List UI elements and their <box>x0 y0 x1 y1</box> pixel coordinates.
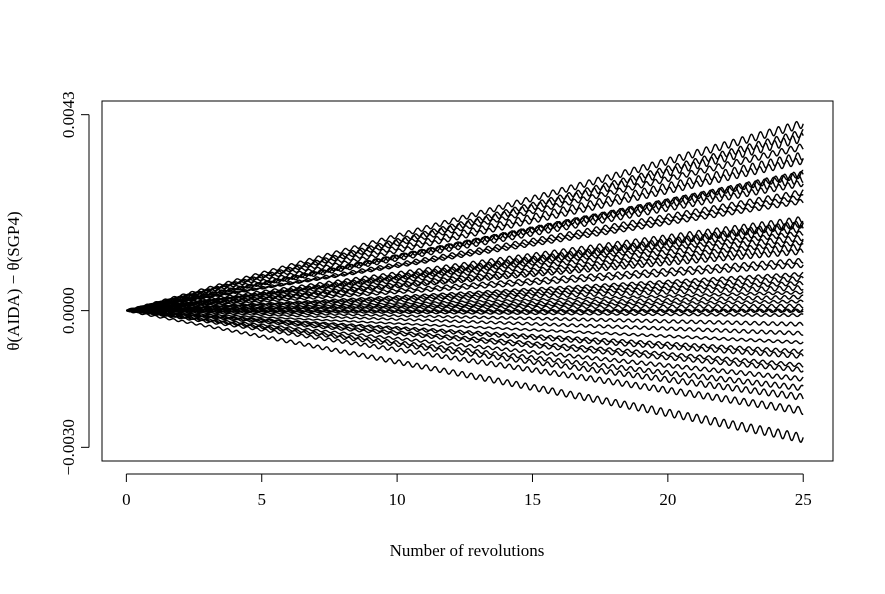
y-tick-label: −0.0030 <box>59 419 78 475</box>
series-line <box>126 262 804 312</box>
y-axis-label: θ(AIDA) − θ(SGP4) <box>4 211 23 350</box>
y-tick-label: 0.0043 <box>59 91 78 138</box>
series-line <box>125 120 804 312</box>
series-line <box>126 234 804 312</box>
series-line <box>126 308 804 313</box>
series-layer <box>125 120 804 443</box>
x-tick-label: 10 <box>389 490 406 509</box>
series-line <box>126 309 804 443</box>
series-line <box>126 309 804 368</box>
series-line <box>126 285 804 312</box>
series-line <box>126 198 804 312</box>
series-line <box>126 309 804 382</box>
x-tick-label: 15 <box>524 490 541 509</box>
plot-frame <box>101 100 834 462</box>
series-line <box>126 216 804 312</box>
series-line <box>126 309 804 336</box>
series-line <box>126 309 804 327</box>
series-line <box>126 180 804 312</box>
series-line <box>126 174 804 312</box>
series-line <box>126 309 804 416</box>
series-line <box>126 143 804 312</box>
x-axis: 0 5 10 15 20 25 <box>122 473 812 509</box>
y-tick-label: 0.0000 <box>59 287 78 334</box>
x-axis-label: Number of revolutions <box>390 541 545 560</box>
series-line <box>126 309 804 345</box>
series-line <box>126 152 804 312</box>
x-tick-label: 5 <box>257 490 266 509</box>
series-line <box>126 309 804 401</box>
series-line <box>126 303 804 312</box>
series-line <box>126 248 804 312</box>
series-line <box>126 309 804 391</box>
series-line <box>126 280 804 312</box>
series-line <box>126 257 804 312</box>
series-line <box>126 230 804 312</box>
series-line <box>126 290 804 312</box>
x-tick-label: 20 <box>659 490 676 509</box>
series-line <box>126 309 804 373</box>
x-tick-label: 25 <box>795 490 812 509</box>
y-axis: −0.0030 0.0000 0.0043 <box>59 91 90 475</box>
x-tick-label: 0 <box>122 490 131 509</box>
